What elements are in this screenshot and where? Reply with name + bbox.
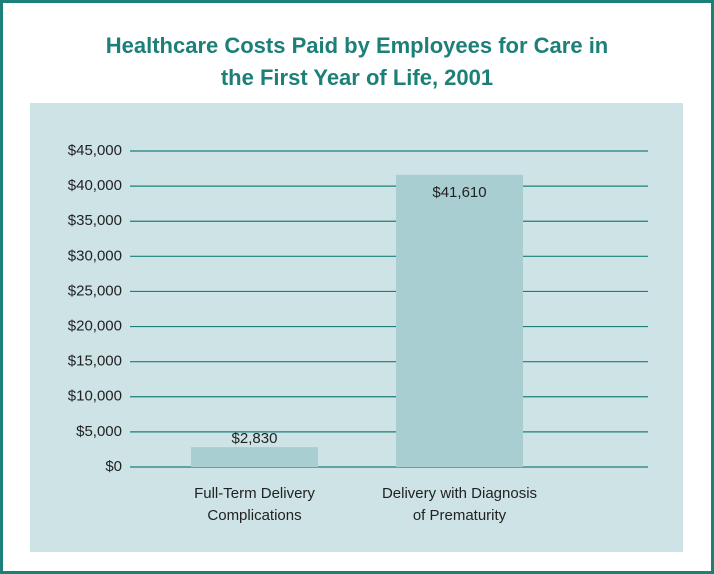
y-tick-label: $45,000	[68, 142, 122, 159]
y-tick-label: $5,000	[76, 423, 122, 440]
x-tick-label: Delivery with Diagnosis of Prematurity	[382, 485, 537, 524]
value-label: $41,610	[432, 184, 486, 201]
y-tick-label: $15,000	[68, 353, 122, 370]
y-tick-label: $25,000	[68, 282, 122, 299]
plot-panel	[30, 103, 683, 552]
y-tick-label: $20,000	[68, 318, 122, 335]
y-tick-label: $10,000	[68, 388, 122, 405]
chart-title: Healthcare Costs Paid by Employees for C…	[106, 33, 609, 90]
y-tick-label: $30,000	[68, 247, 122, 264]
x-tick-label: Full-Term Delivery Complications	[194, 485, 315, 524]
bar	[191, 447, 318, 467]
y-tick-label: $40,000	[68, 177, 122, 194]
bar	[396, 174, 523, 467]
y-tick-label: $0	[105, 458, 122, 475]
y-tick-label: $35,000	[68, 212, 122, 229]
value-label: $2,830	[232, 430, 278, 447]
